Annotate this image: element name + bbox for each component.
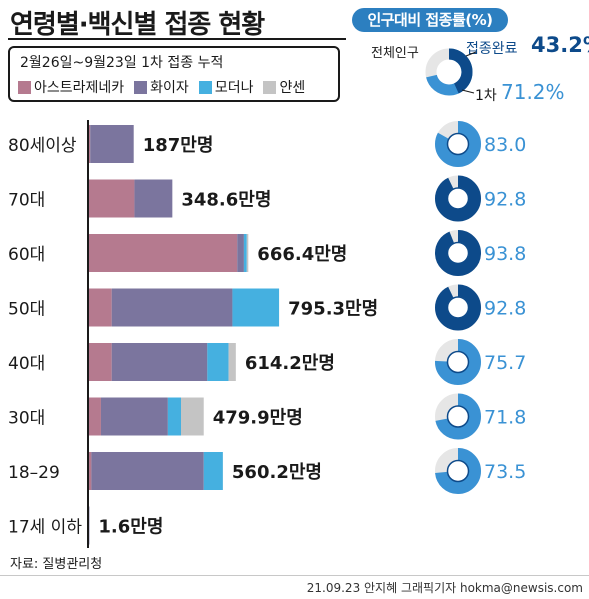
total-label: 795.3만명 <box>288 299 378 320</box>
bar-segment-moderna <box>167 397 182 436</box>
total-population-label: 전체인구 <box>371 46 419 61</box>
bar-segment-moderna <box>207 343 229 381</box>
rate-ring-inner <box>446 132 470 156</box>
rate-ring-inner <box>446 241 470 265</box>
bar-segment-astrazeneca <box>89 234 238 272</box>
rate-badge: 인구대비 접종률(%) <box>352 8 508 32</box>
bar-segment-pfizer <box>100 397 168 436</box>
complete-value: 43.2% <box>531 33 589 57</box>
legend-item-astrazeneca: 아스트라제네카 <box>18 77 124 97</box>
bar-segment-astrazeneca <box>89 125 91 163</box>
first-dose-value: 71.2% <box>501 80 565 104</box>
legend-items: 아스트라제네카 화이자 모더나 얀센 <box>18 77 305 97</box>
chart-canvas: 80세이상 187만명 83.0 70대 348.6만명 92.8 60대 666.4만명 93… <box>8 48 526 548</box>
credit-line: 21.09.23 안지혜 그래픽기자 hokma@newsis.com <box>306 581 583 595</box>
rate-label: 92.8 <box>484 298 526 320</box>
rate-label: 71.8 <box>484 407 526 429</box>
legend-box: 2월26일~9월23일 1차 접종 누적 아스트라제네카 화이자 모더나 얀센 <box>8 46 340 102</box>
bar-segment-pfizer <box>111 288 233 327</box>
first-dose-label: 1차 <box>475 88 497 104</box>
credit-rule <box>0 575 589 576</box>
category-label: 80세이상 <box>8 136 77 156</box>
category-label: 17세 이하 <box>8 518 82 538</box>
bar-segment-astrazeneca <box>89 343 112 381</box>
rate-label: 92.8 <box>484 189 526 211</box>
bar-segment-janssen <box>246 234 249 272</box>
total-label: 666.4만명 <box>257 244 347 265</box>
rate-ring-inner <box>446 296 470 319</box>
bar-segment-moderna <box>203 452 223 490</box>
category-label: 18–29 <box>8 463 60 483</box>
complete-ring-value <box>425 48 473 96</box>
bar-segment-astrazeneca <box>89 288 112 327</box>
legend-label-janssen: 얀센 <box>279 80 306 96</box>
rate-ring-inner <box>446 405 470 428</box>
rate-label: 75.7 <box>484 352 526 374</box>
complete-label: 접종완료 <box>466 41 518 57</box>
bar-segment-astrazeneca <box>89 397 101 436</box>
rate-ring-inner <box>446 459 470 483</box>
rate-ring-value <box>435 230 481 276</box>
rate-ring-value <box>435 448 481 494</box>
total-label: 187만명 <box>143 135 214 156</box>
legend-item-pfizer: 화이자 <box>134 77 189 97</box>
source-note: 자료: 질병관리청 <box>10 557 103 572</box>
category-label: 70대 <box>8 191 45 211</box>
bar-segment-moderna <box>243 234 247 272</box>
category-label: 30대 <box>8 409 45 429</box>
first-dose-leader <box>461 89 475 94</box>
bar-segment-pfizer <box>134 179 173 218</box>
legend-label-moderna: 모더나 <box>214 80 254 96</box>
complete-leader <box>465 51 477 57</box>
bar-segment-janssen <box>228 343 236 381</box>
rate-ring-value <box>435 284 481 331</box>
total-label: 560.2만명 <box>232 462 322 483</box>
category-label: 50대 <box>8 300 45 320</box>
rate-ring-value <box>435 339 481 385</box>
rate-label: 83.0 <box>484 134 526 156</box>
chart-title: 연령별·백신별 접종 현황 <box>10 10 265 40</box>
legend-swatch-astrazeneca <box>18 80 31 94</box>
total-label: 1.6만명 <box>98 517 163 538</box>
rate-ring-value <box>435 393 481 440</box>
legend-swatch-moderna <box>198 80 212 94</box>
legend-label-pfizer: 화이자 <box>150 80 189 96</box>
total-label: 614.2만명 <box>245 353 335 374</box>
rate-label: 73.5 <box>484 461 526 483</box>
legend-item-janssen: 얀센 <box>263 77 305 97</box>
title-rule <box>8 38 346 40</box>
bar-segment-moderna <box>232 288 280 327</box>
rate-ring-inner <box>446 350 470 374</box>
legend-subtitle: 2월26일~9월23일 1차 접종 누적 <box>20 55 224 71</box>
rate-ring-inner <box>446 187 470 210</box>
bar-segment-astrazeneca <box>89 179 135 218</box>
total-label: 348.6만명 <box>181 190 271 211</box>
category-label: 60대 <box>8 245 45 265</box>
bar-segment-pfizer <box>237 234 244 272</box>
legend-item-moderna: 모더나 <box>198 77 254 97</box>
legend-swatch-janssen <box>263 80 277 94</box>
bar-segment-janssen <box>181 397 204 436</box>
bar-segment-pfizer <box>111 343 208 381</box>
rate-ring-value <box>435 175 481 222</box>
category-label: 40대 <box>8 354 45 374</box>
legend-swatch-pfizer <box>134 80 148 94</box>
bar-segment-astrazeneca <box>89 452 92 490</box>
rate-ring-value <box>435 121 481 167</box>
legend-label-astrazeneca: 아스트라제네카 <box>34 80 125 96</box>
total-label: 479.9만명 <box>213 408 303 429</box>
bar-segment-pfizer <box>90 125 134 163</box>
rate-label: 93.8 <box>484 243 526 265</box>
bar-segment-pfizer <box>91 452 204 490</box>
